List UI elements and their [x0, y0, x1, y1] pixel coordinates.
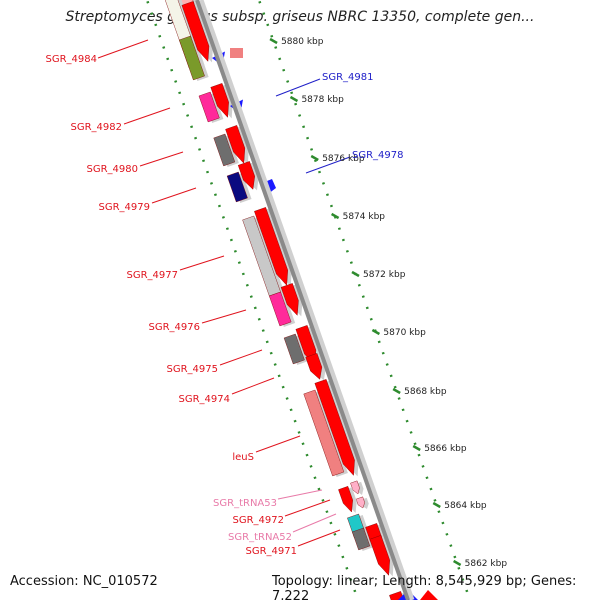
trna-feature[interactable]: [350, 480, 360, 495]
feature-label[interactable]: leuS: [232, 452, 254, 463]
tick-label: 5880 kbp: [281, 37, 324, 47]
label-leader-line: [179, 255, 225, 271]
gene-feature[interactable]: [314, 379, 355, 476]
label-leader-line: [305, 156, 351, 174]
axis-line: [195, 0, 410, 600]
gene-feature[interactable]: [230, 48, 243, 58]
label-leader-line: [275, 78, 321, 97]
tick-mark: [351, 270, 360, 278]
gene-feature[interactable]: [352, 527, 371, 551]
gene-feature[interactable]: [254, 207, 288, 286]
gene-feature[interactable]: [225, 125, 246, 164]
label-leader-line: [255, 435, 301, 453]
tick-mark: [453, 559, 462, 567]
tick-mark: [289, 95, 299, 103]
label-leader-line: [297, 529, 341, 547]
gene-feature[interactable]: [283, 333, 305, 365]
gene-feature[interactable]: [210, 83, 229, 118]
label-leader-line: [139, 151, 184, 167]
feature-track: [164, 0, 438, 600]
gene-feature[interactable]: [338, 486, 353, 513]
feature-label[interactable]: SGR_4982: [71, 122, 123, 133]
tick-mark: [432, 501, 441, 509]
gene-feature[interactable]: [369, 535, 390, 576]
gene-feature[interactable]: [305, 353, 323, 380]
gene-feature[interactable]: [269, 291, 292, 327]
label-leaders: [97, 39, 351, 547]
feature-label[interactable]: SGR_4972: [233, 515, 285, 526]
tick-label: 5878 kbp: [301, 95, 344, 105]
label-leader-line: [123, 107, 171, 125]
right-tick-track: [257, 0, 472, 600]
label-leader-line: [151, 187, 197, 204]
gene-feature[interactable]: [198, 91, 220, 123]
gene-feature[interactable]: [178, 35, 205, 81]
tick-mark: [392, 387, 401, 395]
label-leader-line: [97, 39, 149, 59]
tick-mark: [269, 37, 278, 45]
feature-label[interactable]: SGR_4978: [352, 150, 404, 161]
gene-feature[interactable]: [181, 1, 210, 62]
tick-label: 5874 kbp: [343, 212, 386, 222]
feature-label[interactable]: SGR_tRNA53: [213, 498, 277, 509]
gene-feature[interactable]: [420, 590, 438, 600]
label-leader-line: [284, 499, 331, 517]
trna-feature[interactable]: [355, 496, 365, 509]
feature-label[interactable]: SGR_4981: [322, 72, 374, 83]
tick-label: 5876 kbp: [322, 154, 365, 164]
feature-label[interactable]: SGR_4977: [127, 270, 179, 281]
label-leader-line: [231, 377, 275, 395]
gene-feature[interactable]: [389, 591, 406, 600]
topology-text: Topology: linear; Length: 8,545,929 bp; …: [272, 574, 577, 600]
gene-feature[interactable]: [303, 389, 345, 477]
genome-axis: [195, 0, 415, 600]
tick-tracks: [145, 0, 472, 600]
feature-label[interactable]: SGR_4980: [87, 164, 139, 175]
label-leader-line: [292, 513, 337, 533]
feature-label[interactable]: SGR_4975: [167, 364, 219, 375]
feature-label[interactable]: SGR_4974: [179, 394, 231, 405]
tick-label: 5870 kbp: [383, 328, 426, 338]
feature-label[interactable]: SGR_4976: [149, 322, 201, 333]
tick-label: 5862 kbp: [465, 559, 508, 569]
label-leader-line: [201, 309, 247, 324]
feature-labels: 5880 kbp 5878 kbp 5876 kbp 5874 kbp 5872 kbp…: [46, 37, 508, 569]
gene-feature[interactable]: [226, 171, 248, 203]
accession-text: Accession: NC_010572: [10, 574, 158, 589]
tick-mark: [412, 444, 421, 452]
tick-label: 5864 kbp: [444, 501, 487, 511]
tick-mark: [310, 154, 319, 162]
label-leader-line: [277, 489, 323, 500]
tick-label: 5868 kbp: [404, 387, 447, 397]
tick-mark: [330, 212, 340, 220]
gene-feature[interactable]: [213, 133, 236, 167]
feature-label[interactable]: SGR_4971: [246, 546, 298, 557]
feature-label[interactable]: SGR_tRNA52: [228, 532, 292, 543]
feature-label[interactable]: SGR_4984: [46, 54, 98, 65]
left-tick-track: [145, 0, 360, 600]
tick-label: 5866 kbp: [424, 444, 467, 454]
tick-label: 5872 kbp: [363, 270, 406, 280]
gene-feature[interactable]: [280, 283, 299, 316]
tick-mark: [371, 328, 381, 336]
gene-feature[interactable]: [237, 161, 255, 190]
feature-label[interactable]: SGR_4979: [99, 202, 151, 213]
label-leader-line: [219, 349, 263, 366]
